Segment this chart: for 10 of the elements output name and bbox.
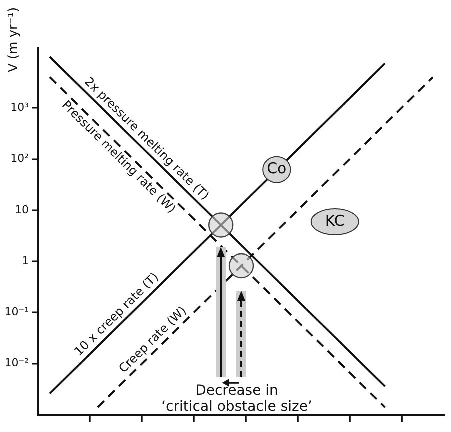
y-tick-label: 10² — [10, 152, 29, 166]
annotation: KC — [325, 212, 345, 230]
y-tick-label: 1 — [22, 254, 29, 268]
y-axis-title: V (m yr⁻¹) — [6, 7, 22, 73]
y-tick-label: 10⁻¹ — [4, 306, 29, 319]
annotation: Decrease in ‘critical obstacle size’ — [162, 383, 312, 415]
y-tick-label: 10⁻² — [4, 356, 29, 370]
annotation: Co — [267, 160, 287, 178]
y-tick-label: 10³ — [10, 101, 29, 114]
y-tick-label: 10 — [15, 203, 29, 216]
